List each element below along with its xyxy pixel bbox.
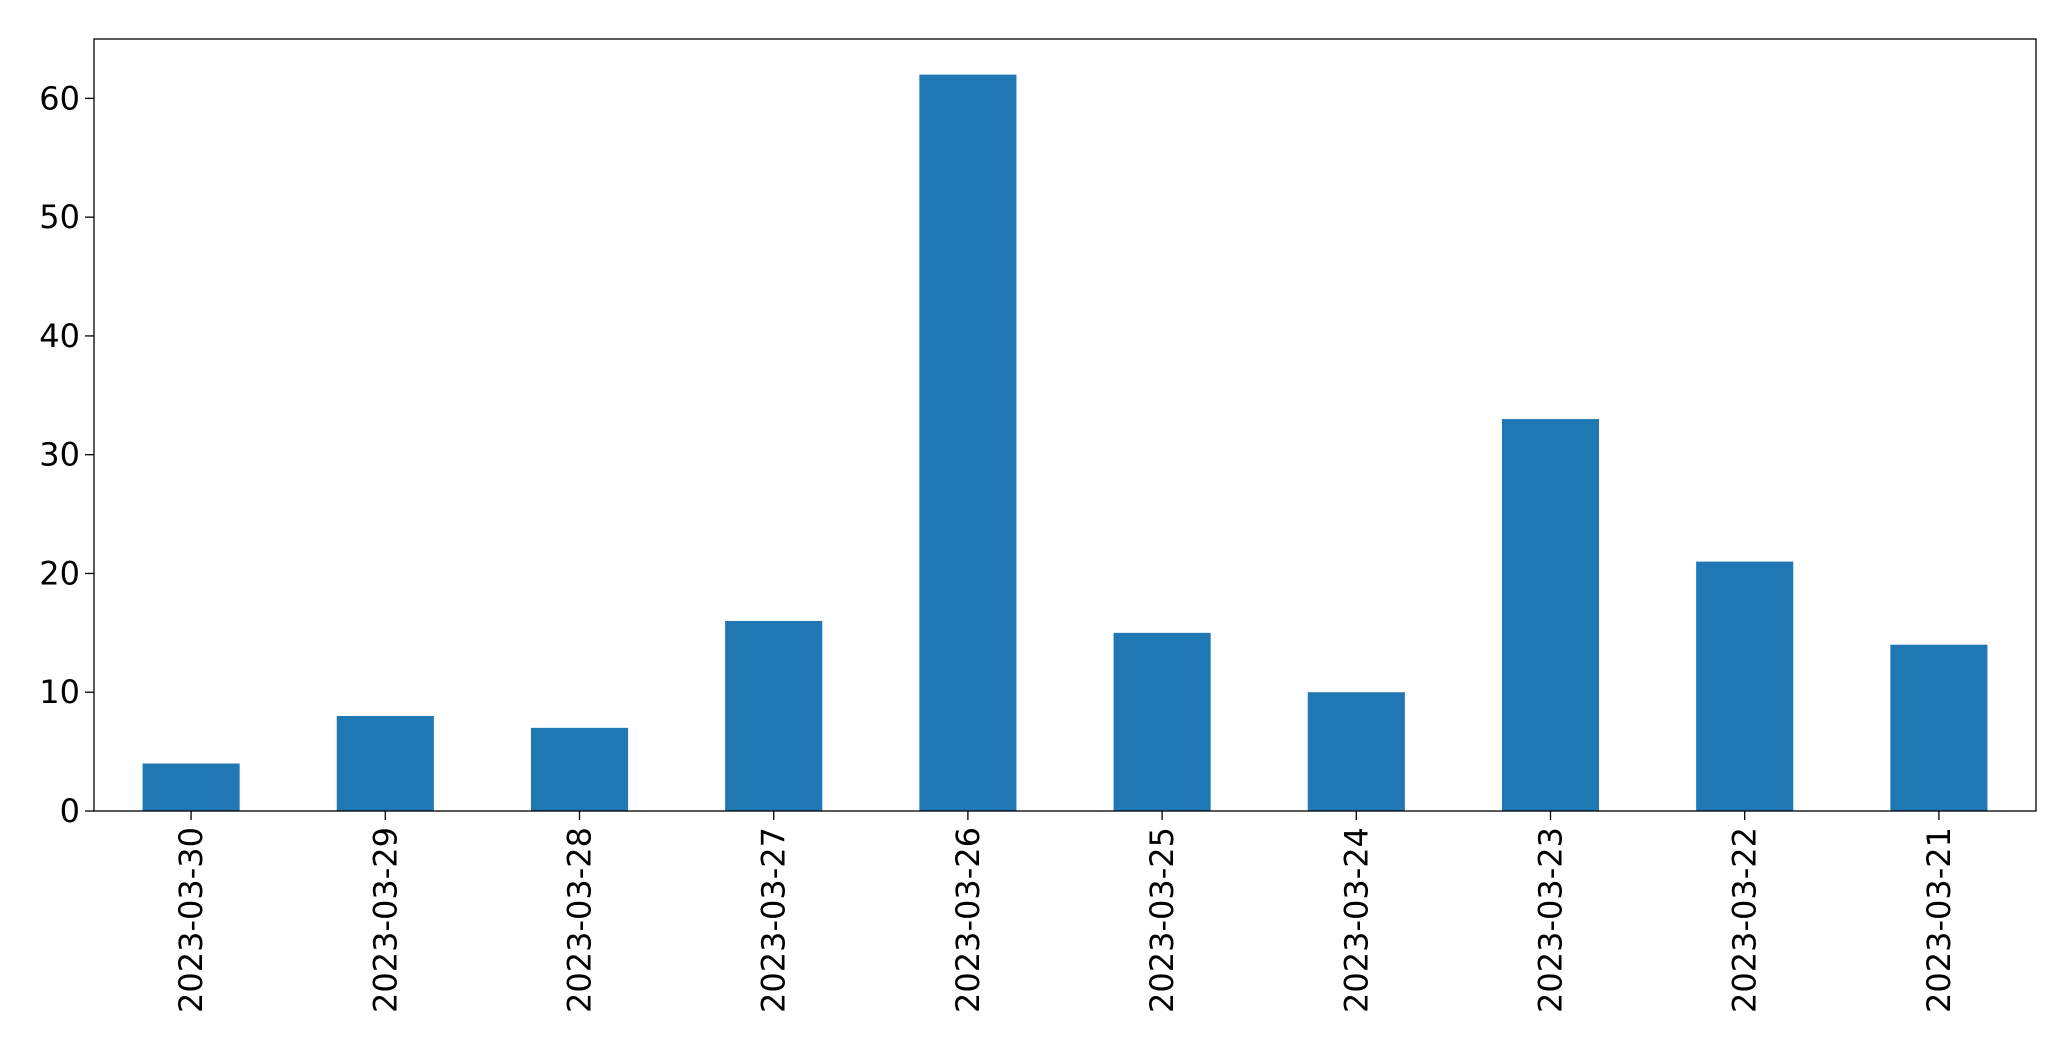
bar-2023-03-23 xyxy=(1501,419,1600,811)
bars-layer xyxy=(142,74,1988,812)
y-tick-label: 30 xyxy=(39,436,80,474)
x-tick-label: 2023-03-25 xyxy=(1143,827,1181,1013)
y-tick-label: 50 xyxy=(39,198,80,236)
x-tick-label: 2023-03-21 xyxy=(1920,827,1958,1013)
x-axis: 2023-03-30 2023-03-29 2023-03-28 2023-03-27… xyxy=(172,811,1958,1013)
y-tick-label: 60 xyxy=(39,79,80,117)
bar-2023-03-27 xyxy=(725,620,823,811)
x-tick-label: 2023-03-23 xyxy=(1532,827,1570,1013)
x-tick-label: 2023-03-28 xyxy=(561,827,599,1013)
x-tick-label: 2023-03-30 xyxy=(172,827,210,1013)
bar-2023-03-26 xyxy=(919,74,1017,812)
y-tick-label: 10 xyxy=(39,673,80,711)
y-tick-label: 40 xyxy=(39,317,80,355)
bar-2023-03-22 xyxy=(1696,561,1794,811)
bar-2023-03-30 xyxy=(142,763,240,811)
x-tick-label: 2023-03-26 xyxy=(949,827,987,1013)
y-axis: 0 10 20 30 40 50 60 xyxy=(39,79,94,830)
bar-2023-03-21 xyxy=(1890,644,1988,811)
plot-frame xyxy=(93,38,2037,812)
x-tick-label: 2023-03-24 xyxy=(1337,827,1375,1013)
x-tick-label: 2023-03-27 xyxy=(755,827,793,1013)
y-tick-label: 20 xyxy=(39,554,80,592)
x-tick-label: 2023-03-22 xyxy=(1726,827,1764,1013)
bar-2023-03-28 xyxy=(530,727,629,811)
bar-2023-03-29 xyxy=(336,715,434,811)
bar-2023-03-24 xyxy=(1307,692,1405,811)
y-tick-label: 0 xyxy=(60,792,80,830)
bar-2023-03-25 xyxy=(1113,632,1211,811)
x-tick-label: 2023-03-29 xyxy=(366,827,404,1013)
